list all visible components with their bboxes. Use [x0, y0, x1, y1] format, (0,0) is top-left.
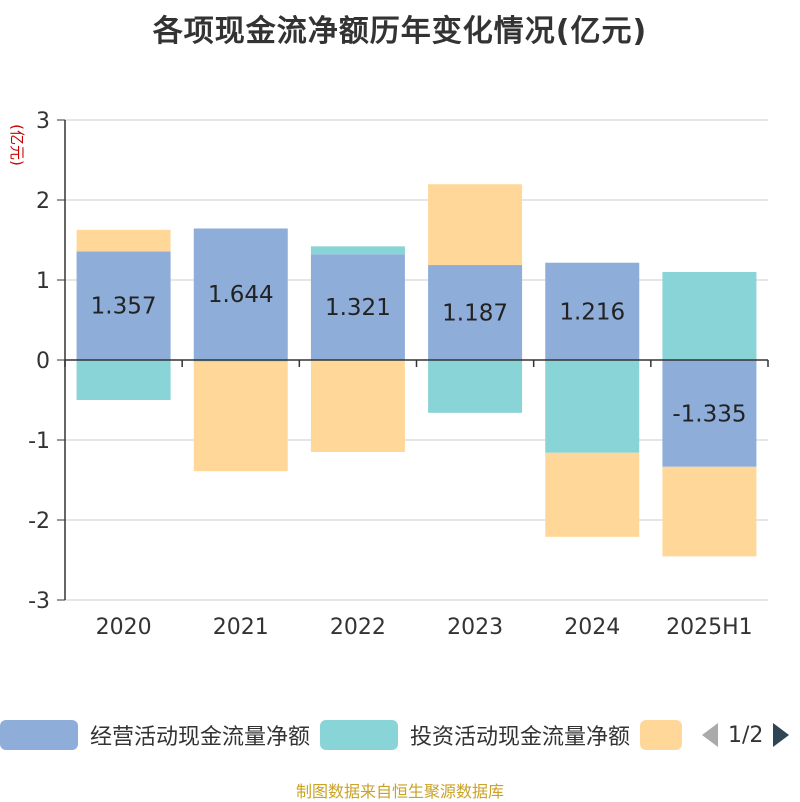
axes: 3 2 1 0 -1 -2 -3 (亿元) 2020 2021 2022 2023 2024 2025H1 — [8, 109, 769, 640]
bar-segment[interactable] — [310, 246, 405, 255]
triangle-left-icon[interactable] — [700, 721, 720, 749]
y-axis-label: (亿元) — [8, 124, 26, 166]
bar-data-label: -1.335 — [672, 401, 746, 427]
x-tick-label: 2022 — [330, 615, 386, 640]
bar-segment[interactable] — [310, 254, 405, 360]
y-tick-label: -1 — [28, 429, 50, 454]
data-source-note: 制图数据来自恒生聚源数据库 — [295, 782, 504, 801]
bar-segment[interactable] — [545, 452, 640, 537]
legend-swatch-third — [640, 720, 682, 750]
legend-label-investing: 投资活动现金流量净额 — [410, 725, 631, 750]
bar-segment[interactable] — [428, 360, 523, 413]
bar-segment[interactable] — [662, 466, 757, 557]
bar-segment[interactable] — [310, 360, 405, 452]
x-tick-label: 2025H1 — [666, 615, 753, 640]
legend-swatch-investing — [320, 720, 398, 750]
bar-segment[interactable] — [193, 228, 288, 360]
bar-segment[interactable] — [193, 361, 288, 472]
stacked-bar-chart: 1.357 1.644 1.321 1.187 1.216 -1.335 3 2 1 0 -1 -2… — [8, 109, 769, 640]
data-labels: 1.357 1.644 1.321 1.187 1.216 -1.335 — [91, 282, 747, 427]
chart-title: 各项现金流净额历年变化情况(亿元) — [152, 14, 648, 49]
bar-data-label: 1.357 — [91, 294, 157, 320]
x-tick-label: 2021 — [213, 615, 269, 640]
legend-label-operating: 经营活动现金流量净额 — [90, 725, 311, 750]
bar-segment[interactable] — [662, 360, 757, 467]
legend-swatch-operating — [0, 720, 78, 750]
legend-page-indicator: 1/2 — [728, 722, 764, 748]
legend-item-third[interactable] — [640, 715, 682, 755]
bar-segment[interactable] — [76, 360, 171, 400]
bar-data-label: 1.321 — [325, 295, 391, 321]
bar-segment[interactable] — [662, 272, 757, 360]
bar-segment[interactable] — [193, 360, 288, 362]
bar-segment[interactable] — [428, 184, 523, 266]
y-tick-label: 0 — [36, 349, 50, 374]
bar-data-label: 1.216 — [559, 299, 625, 325]
x-tick-label: 2020 — [96, 615, 152, 640]
y-tick-label: -2 — [28, 509, 50, 534]
y-tick-label: -3 — [28, 589, 50, 614]
bar-data-label: 1.187 — [442, 301, 508, 327]
legend-item-operating[interactable]: 经营活动现金流量净额 — [0, 715, 310, 755]
bars — [76, 184, 757, 557]
x-tick-label: 2024 — [564, 615, 620, 640]
bar-segment[interactable] — [76, 251, 171, 360]
bar-data-label: 1.644 — [208, 282, 274, 308]
bar-segment[interactable] — [545, 360, 640, 453]
y-tick-label: 2 — [36, 189, 50, 214]
legend-pager: 1/2 — [700, 715, 791, 755]
bar-segment[interactable] — [76, 229, 171, 252]
y-tick-label: 1 — [36, 269, 50, 294]
triangle-right-icon[interactable] — [771, 721, 791, 749]
legend: 经营活动现金流量净额 投资活动现金流量净额 1/2 — [0, 715, 800, 755]
bar-segment[interactable] — [545, 262, 640, 360]
bar-segment[interactable] — [428, 265, 523, 360]
x-tick-label: 2023 — [447, 615, 503, 640]
y-tick-label: 3 — [36, 109, 50, 134]
legend-item-investing[interactable]: 投资活动现金流量净额 — [320, 715, 630, 755]
